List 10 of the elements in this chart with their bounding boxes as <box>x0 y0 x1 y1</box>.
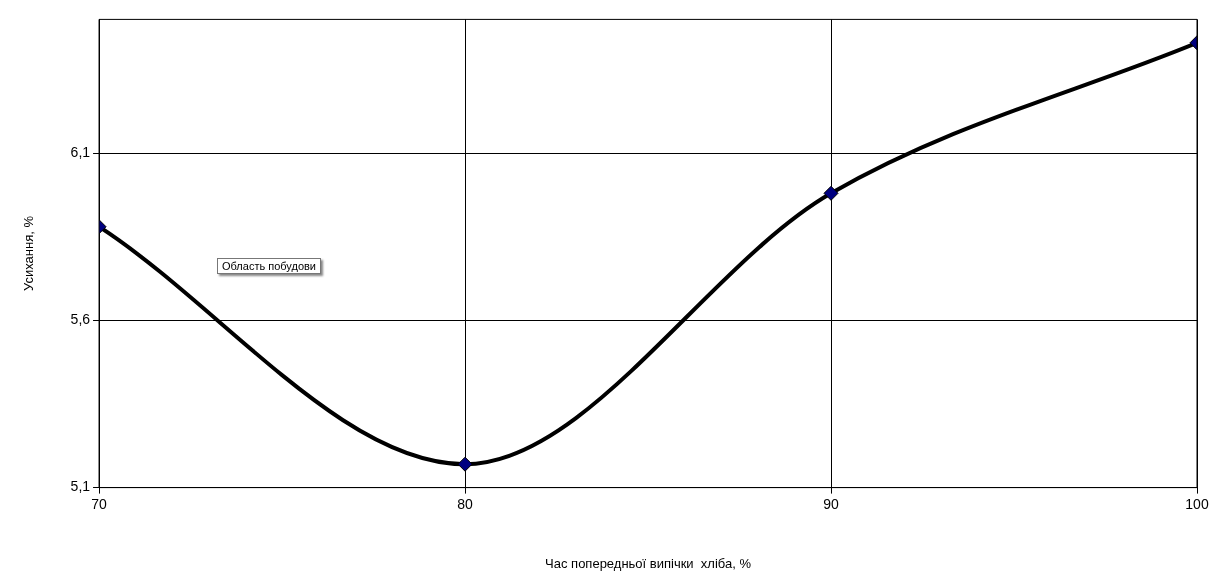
x-axis-title: Час попередньої випічки хліба, % <box>545 555 752 571</box>
x-tick-label: 90 <box>823 495 840 512</box>
x-tick-label: 70 <box>91 495 108 512</box>
y-axis-title: Усихання, % <box>21 215 37 291</box>
y-tick-label: 5,1 <box>70 478 91 495</box>
x-tick-label: 100 <box>1185 495 1209 512</box>
annotation: Область побудови <box>217 258 322 274</box>
y-tick-label: 5,6 <box>70 311 91 328</box>
y-tick-label: 6,1 <box>70 144 91 161</box>
x-tick-label: 80 <box>457 495 474 512</box>
